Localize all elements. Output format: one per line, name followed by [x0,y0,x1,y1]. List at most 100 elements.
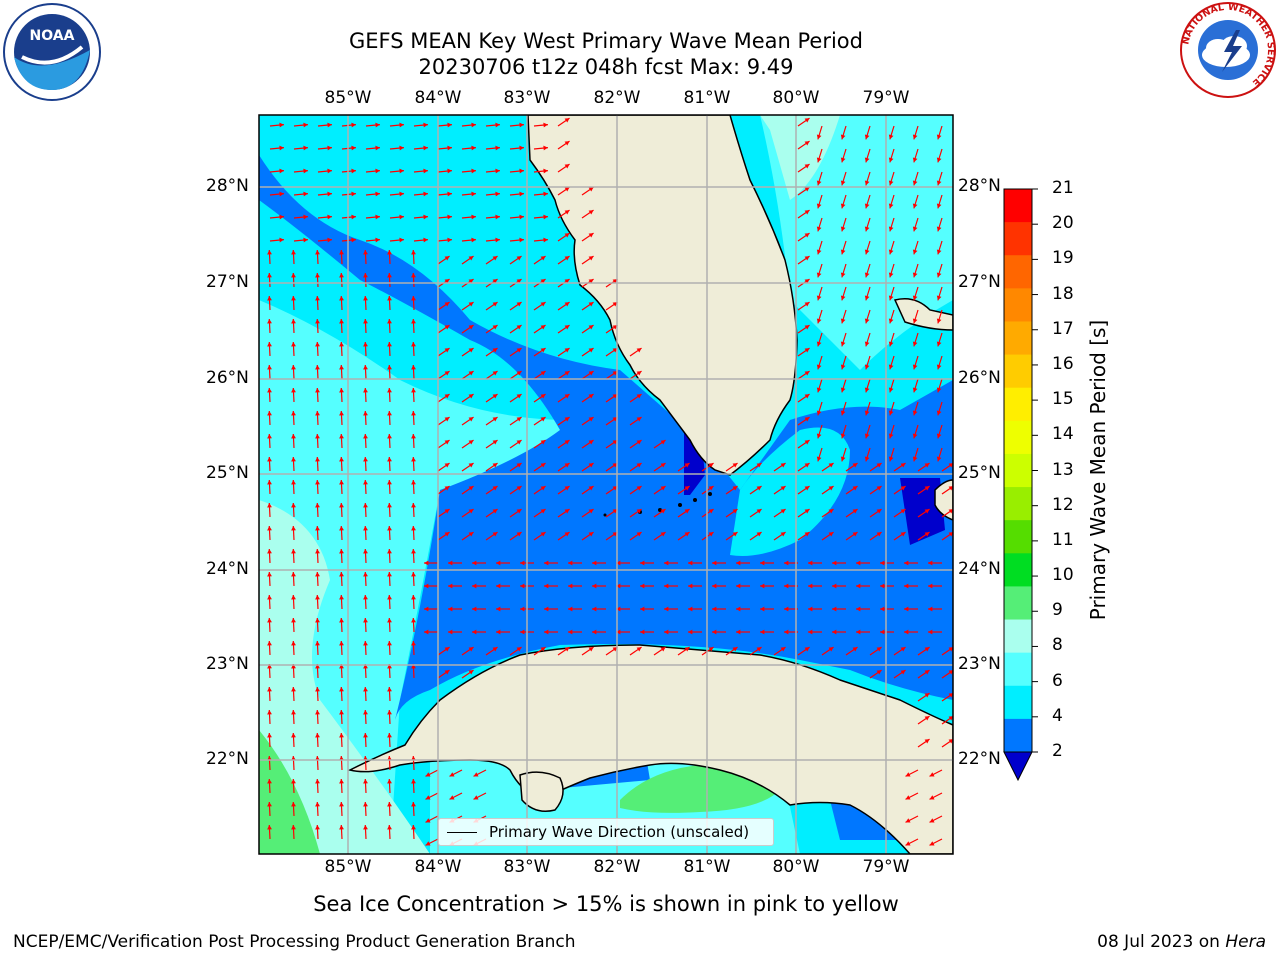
colorbar-segment [1004,487,1032,521]
wave-arrow-head [363,687,368,692]
wave-arrow-head [303,191,308,197]
wave-arrow-head [423,191,428,197]
wave-arrow-head [640,629,645,635]
wave-arrow-head [840,249,846,255]
wave-arrow-head [363,273,368,278]
wave-arrow-head [468,670,474,675]
wave-arrow-head [520,560,525,566]
wave-arrow-head [448,606,453,612]
wave-arrow-head [339,687,344,692]
wave-arrow-head [411,595,416,600]
wave-arrow-head [387,457,392,462]
wave-arrow-head [888,157,894,163]
wave-arrow-head [929,818,935,823]
wave-arrow-head [387,825,392,830]
wave-arrow-head [688,629,693,635]
wave-arrow-head [363,595,368,600]
wave-arrow-head [564,118,570,123]
wave-arrow-head [592,583,597,589]
wave-arrow-head [905,841,911,846]
wave-arrow-head [948,693,953,698]
wave-arrow-head [640,606,645,612]
wave-arrow-head [472,629,477,635]
wave-arrow-head [760,629,765,635]
wave-arrow-head [568,606,573,612]
wave-arrow-head [756,486,762,491]
wave-arrow-head [516,486,522,491]
wave-arrow-head [411,641,416,646]
lat-label-right: 23°N [958,654,1001,674]
wave-arrow-head [339,503,344,508]
wave-arrow-head [816,433,822,439]
wave-arrow-head [444,463,450,468]
wave-arrow-head [888,410,894,416]
wave-arrow-head [912,180,918,186]
wave-arrow-head [616,560,621,566]
wave-arrow-head [424,560,429,566]
lon-label-bottom: 82°W [593,857,641,877]
wave-arrow-head [447,122,452,128]
wave-arrow-head [425,772,431,777]
wave-arrow-head [660,486,666,491]
colorbar-segment [1004,420,1032,455]
wave-arrow-head [808,629,813,635]
wave-arrow-head [948,486,953,491]
wave-arrow-head [363,618,368,623]
wave-arrow-head [339,457,344,462]
colorbar-segment [1004,354,1032,389]
wave-arrow-head [267,664,272,669]
wave-arrow-head [267,779,272,784]
wave-arrow-head [315,342,320,347]
wave-arrow-head [492,302,498,307]
wave-arrow-head [267,710,272,715]
wave-arrow-head [363,710,368,715]
wave-arrow-head [876,532,882,537]
wave-arrow-head [471,145,476,151]
wave-arrow-head [492,486,498,491]
wave-arrow-head [804,440,810,445]
wave-arrow-head [540,463,546,468]
wave-arrow-head [339,779,344,784]
wave-arrow-head [303,168,308,174]
wave-arrow-head [900,647,906,652]
wave-arrow-head [267,549,272,554]
wave-arrow-head [948,716,953,721]
wave-arrow-head [315,641,320,646]
wave-arrow-head [495,214,500,220]
wave-arrow-head [363,825,368,830]
colorbar-segment [1004,553,1032,587]
wave-arrow-head [804,256,810,261]
lon-label-top: 85°W [324,88,372,108]
wave-arrow-head [564,325,570,330]
wave-arrow-head [468,302,474,307]
wave-arrow-head [492,509,498,514]
wave-arrow-head [852,463,858,468]
wave-arrow-head [339,802,344,807]
colorbar-tick-label: 20 [1052,213,1074,234]
wave-arrow-head [291,641,296,646]
wave-arrow-head [636,509,642,514]
wave-arrow-head [519,237,524,243]
wave-arrow-head [351,168,356,174]
wave-arrow-head [496,629,501,635]
wave-arrow-head [732,463,738,468]
wave-arrow-head [564,210,570,215]
wave-arrow-head [291,296,296,301]
wave-arrow-head [519,122,524,128]
wave-arrow-head [804,417,810,422]
wave-arrow-head [363,411,368,416]
wave-arrow-head [840,180,846,186]
wave-arrow-head [387,296,392,301]
wave-arrow-head [444,371,450,376]
wave-arrow-head [472,583,477,589]
wave-arrow-head [540,348,546,353]
wave-arrow-head [804,394,810,399]
lat-label-left: 22°N [206,749,249,769]
wave-arrow-head [540,371,546,376]
wave-arrow-head [816,341,822,347]
lon-label-bottom: 79°W [862,857,910,877]
lon-label-bottom: 83°W [503,857,551,877]
wave-arrow-head [828,486,834,491]
wave-arrow-head [840,203,846,209]
wave-arrow-head [387,526,392,531]
